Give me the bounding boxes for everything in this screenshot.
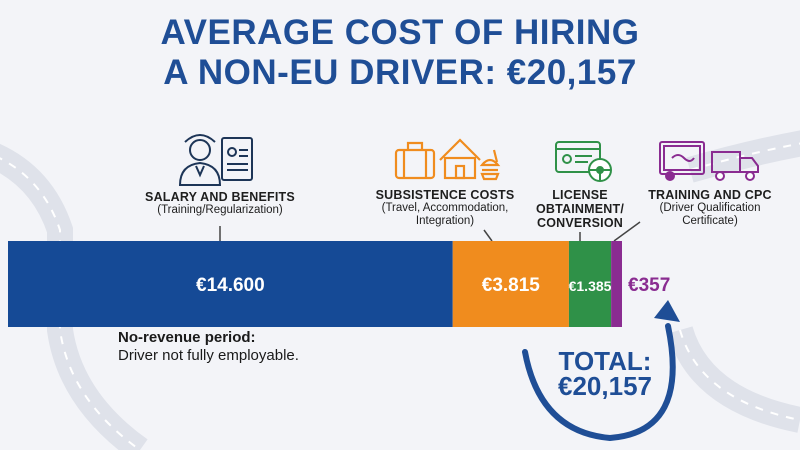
subsistence-connector	[483, 229, 493, 242]
page-title-line2: A NON-EU DRIVER: €20,157	[163, 53, 637, 92]
driver-icon	[178, 134, 222, 186]
house-icon	[439, 138, 481, 180]
subsistence-segment	[452, 241, 569, 327]
food-icon	[479, 149, 501, 181]
total-label: TOTAL:	[558, 346, 652, 376]
certificate-icon	[659, 141, 705, 181]
subsistence-heading: SUBSISTENCE COSTS	[375, 188, 515, 202]
salary-heading: SALARY AND BENEFITS	[145, 190, 295, 204]
license-card-icon	[555, 141, 601, 173]
steering-wheel-icon	[588, 158, 612, 182]
curved-arrow-icon	[522, 300, 680, 442]
license-heading-2: OBTAINMENT/	[535, 202, 625, 216]
training-connector	[613, 221, 641, 242]
subsistence-label: SUBSISTENCE COSTS (Travel, Accommodation…	[360, 188, 530, 228]
no-revenue-note: No-revenue period: Driver not fully empl…	[118, 329, 299, 365]
subsistence-sub-1: (Travel, Accommodation,	[381, 202, 509, 214]
truck-icon	[711, 151, 759, 181]
subsistence-segment-label: €3.815	[482, 275, 541, 296]
license-heading-3: CONVERSION	[536, 216, 624, 230]
salary-segment-label: €14.600	[196, 275, 265, 296]
salary-segment	[8, 241, 453, 327]
license-segment	[568, 241, 612, 327]
suitcase-icon	[394, 141, 436, 180]
training-segment	[611, 241, 622, 327]
training-segment-label: €357	[628, 275, 670, 296]
training-label: TRAINING AND CPC (Driver Qualification C…	[640, 188, 780, 228]
training-sub-1: (Driver Qualification	[659, 202, 761, 214]
total-value: €20,157	[558, 371, 652, 401]
total-block: TOTAL: €20,157	[540, 346, 670, 401]
training-heading: TRAINING AND CPC	[648, 188, 772, 202]
training-sub-2: Certificate)	[682, 215, 738, 227]
salary-label: SALARY AND BENEFITS (Training/Regulariza…	[110, 190, 330, 217]
license-segment-label: €1.385	[569, 278, 612, 294]
salary-sub: (Training/Regularization)	[157, 204, 283, 216]
no-revenue-text: Driver not fully employable.	[118, 347, 299, 364]
license-heading-1: LICENSE	[552, 188, 608, 202]
page-title-line1: AVERAGE COST OF HIRING	[160, 13, 640, 52]
license-label: LICENSE OBTAINMENT/ CONVERSION	[530, 188, 630, 230]
document-icon	[221, 137, 253, 181]
subsistence-sub-2: Integration)	[415, 215, 475, 227]
no-revenue-heading: No-revenue period:	[118, 329, 256, 346]
